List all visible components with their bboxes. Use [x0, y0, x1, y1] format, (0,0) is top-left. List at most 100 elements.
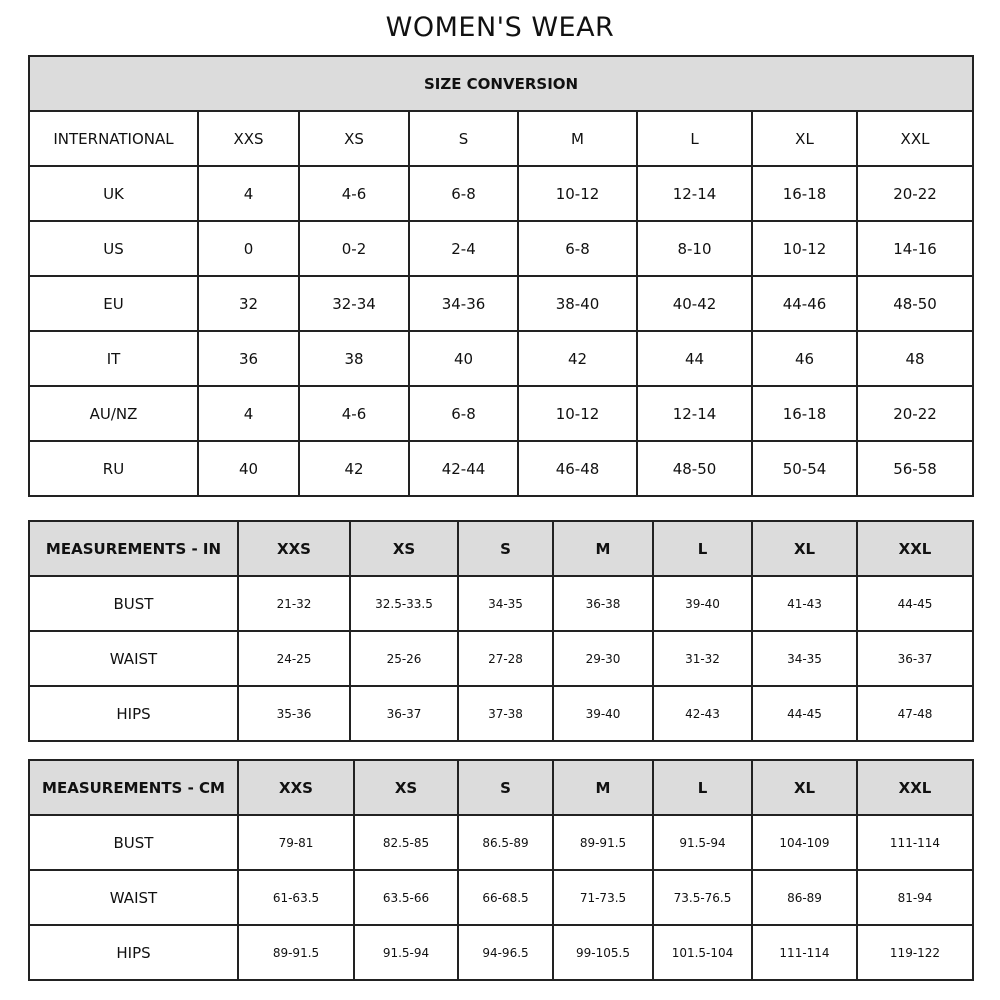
table-cell: 10-12: [517, 165, 638, 222]
table-cell: S: [408, 110, 519, 167]
table-cell: 99-105.5: [552, 924, 654, 981]
table-cell: 42-44: [408, 440, 519, 497]
table-cell: 4-6: [298, 385, 410, 442]
table-cell: 34-36: [408, 275, 519, 332]
row-label: MEASUREMENTS - CM: [28, 759, 239, 816]
table-cell: 8-10: [636, 220, 753, 277]
row-label: BUST: [28, 814, 239, 871]
row-label: HIPS: [28, 924, 239, 981]
table-cell: 36-37: [349, 685, 459, 742]
table-cell: 56-58: [855, 440, 975, 497]
table-cell: 48: [855, 330, 975, 387]
table-cell: 119-122: [856, 924, 974, 981]
table-cell: 101.5-104: [652, 924, 753, 981]
table-cell: 32.5-33.5: [349, 575, 459, 632]
table-cell: 89-91.5: [237, 924, 355, 981]
table-cell: 86-89: [751, 869, 858, 926]
table-cell: 12-14: [636, 165, 753, 222]
table-cell: 44: [636, 330, 753, 387]
table-cell: 47-48: [856, 685, 974, 742]
table-cell: 4: [197, 385, 300, 442]
table-cell: XS: [298, 110, 410, 167]
table-cell: 61-63.5: [237, 869, 355, 926]
table-row: BUST 79-81 82.5-85 86.5-89 89-91.5 91.5-94 104…: [28, 814, 974, 871]
row-label: INTERNATIONAL: [28, 110, 199, 167]
table-cell: M: [552, 759, 654, 816]
table-cell: 20-22: [855, 385, 975, 442]
table-cell: 104-109: [751, 814, 858, 871]
row-label: WAIST: [28, 869, 239, 926]
table-cell: 66-68.5: [457, 869, 554, 926]
table-cell: 89-91.5: [552, 814, 654, 871]
table-cell: XL: [751, 110, 858, 167]
table-row: RU 40 42 42-44 46-48 48-50 50-54 56-58: [28, 440, 975, 497]
table-row: AU/NZ 4 4-6 6-8 10-12 12-14 16-18 20-22: [28, 385, 975, 442]
table-cell: 36: [197, 330, 300, 387]
table-cell: 86.5-89: [457, 814, 554, 871]
table-cell: 40: [197, 440, 300, 497]
table-cell: 42: [298, 440, 410, 497]
header-row: MEASUREMENTS - CM XXS XS S M L XL XXL: [28, 759, 974, 816]
table-cell: 48-50: [855, 275, 975, 332]
table-cell: 46-48: [517, 440, 638, 497]
table-cell: 32: [197, 275, 300, 332]
table-cell: 111-114: [856, 814, 974, 871]
table-cell: XXS: [237, 520, 351, 577]
row-label: AU/NZ: [28, 385, 199, 442]
row-label: RU: [28, 440, 199, 497]
row-label: MEASUREMENTS - IN: [28, 520, 239, 577]
table-cell: 73.5-76.5: [652, 869, 753, 926]
table-row: EU 32 32-34 34-36 38-40 40-42 44-46 48-50: [28, 275, 975, 332]
table-cell: 32-34: [298, 275, 410, 332]
row-label: US: [28, 220, 199, 277]
table-cell: 21-32: [237, 575, 351, 632]
row-label: BUST: [28, 575, 239, 632]
table-cell: 82.5-85: [353, 814, 459, 871]
table-cell: 0-2: [298, 220, 410, 277]
table-cell: 50-54: [751, 440, 858, 497]
table-cell: 42-43: [652, 685, 753, 742]
table-row: UK 4 4-6 6-8 10-12 12-14 16-18 20-22: [28, 165, 975, 222]
table-cell: 14-16: [855, 220, 975, 277]
table-cell: 38-40: [517, 275, 638, 332]
size-conversion-table: SIZE CONVERSION INTERNATIONAL XXS XS S M L XL X…: [27, 55, 975, 497]
table-cell: 31-32: [652, 630, 753, 687]
table-cell: 79-81: [237, 814, 355, 871]
table-cell: 35-36: [237, 685, 351, 742]
measurements-cm-table: MEASUREMENTS - CM XXS XS S M L XL XXL BUST 79-81 8…: [28, 759, 974, 981]
table-cell: XL: [751, 520, 858, 577]
table-cell: 20-22: [855, 165, 975, 222]
table-cell: XL: [751, 759, 858, 816]
table-cell: 46: [751, 330, 858, 387]
table-cell: 34-35: [751, 630, 858, 687]
table-cell: 34-35: [457, 575, 554, 632]
table-cell: XS: [349, 520, 459, 577]
table-row: BUST 21-32 32.5-33.5 34-35 36-38 39-40 41-43 44…: [28, 575, 974, 632]
table-cell: L: [652, 759, 753, 816]
table-cell: 44-46: [751, 275, 858, 332]
table-cell: S: [457, 759, 554, 816]
table-cell: L: [652, 520, 753, 577]
table-cell: 10-12: [517, 385, 638, 442]
table-cell: 91.5-94: [353, 924, 459, 981]
table-cell: S: [457, 520, 554, 577]
table-cell: 42: [517, 330, 638, 387]
table-row: WAIST 24-25 25-26 27-28 29-30 31-32 34-35 36-37: [28, 630, 974, 687]
table-cell: 39-40: [652, 575, 753, 632]
size-conversion-title: SIZE CONVERSION: [27, 55, 975, 112]
row-label: EU: [28, 275, 199, 332]
table-cell: 41-43: [751, 575, 858, 632]
table-cell: 39-40: [552, 685, 654, 742]
table-cell: 36-38: [552, 575, 654, 632]
table-row: IT 36 38 40 42 44 46 48: [28, 330, 975, 387]
table-cell: 36-37: [856, 630, 974, 687]
header-row: MEASUREMENTS - IN XXS XS S M L XL XXL: [28, 520, 974, 577]
table-cell: 81-94: [856, 869, 974, 926]
table-cell: 44-45: [856, 575, 974, 632]
table-cell: XXL: [856, 520, 974, 577]
table-cell: 6-8: [408, 165, 519, 222]
table-cell: 63.5-66: [353, 869, 459, 926]
row-label: WAIST: [28, 630, 239, 687]
table-cell: 24-25: [237, 630, 351, 687]
table-cell: 40: [408, 330, 519, 387]
